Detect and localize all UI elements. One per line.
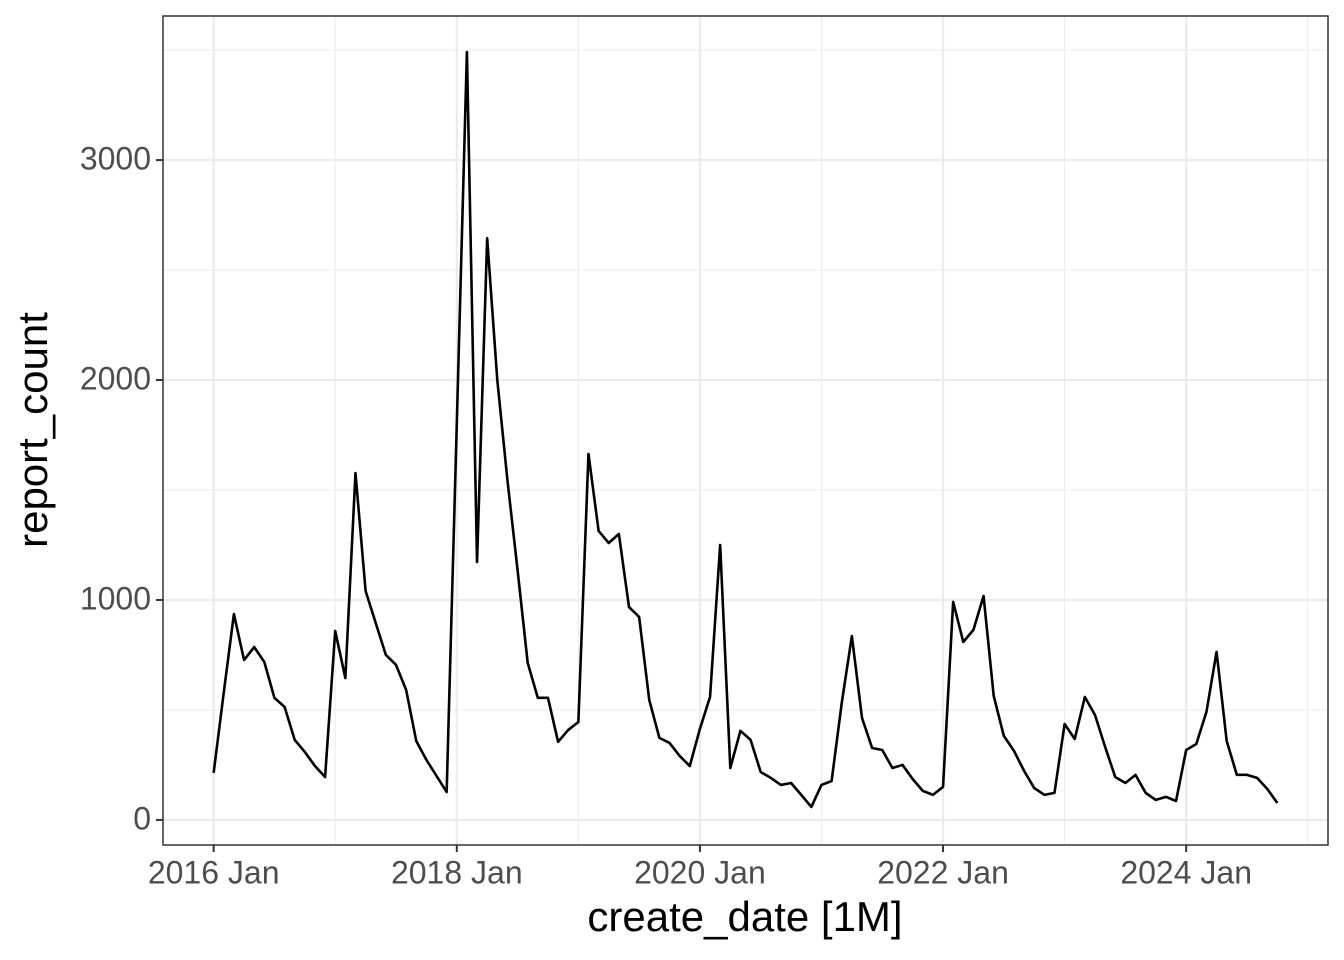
panel-border xyxy=(162,15,1329,846)
y-tick-label: 1000 xyxy=(80,580,151,616)
y-axis-title: report_count xyxy=(9,312,56,548)
x-tick-label: 2024 Jan xyxy=(1120,854,1252,890)
y-tick-label: 2000 xyxy=(80,360,151,396)
y-tick-label: 0 xyxy=(133,800,151,836)
x-tick-label: 2022 Jan xyxy=(877,854,1009,890)
x-axis-title: create_date [1M] xyxy=(587,893,902,940)
x-tick-label: 2016 Jan xyxy=(148,854,280,890)
y-tick-label: 3000 xyxy=(80,141,151,177)
line xyxy=(212,50,1279,809)
x-tick-label: 2020 Jan xyxy=(634,854,766,890)
x-tick-label: 2018 Jan xyxy=(391,854,523,890)
